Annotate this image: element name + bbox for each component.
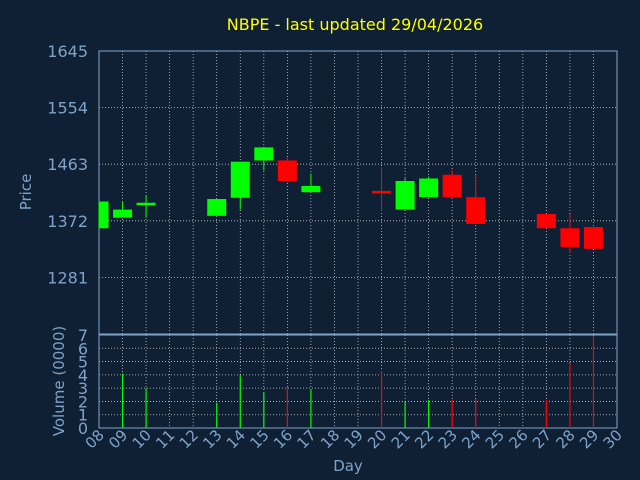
price-tick-label: 1372 xyxy=(47,212,88,231)
candle-body xyxy=(395,180,415,210)
candle-body xyxy=(583,227,603,249)
volume-tick-label: 1 xyxy=(78,406,88,425)
volume-tick-label: 5 xyxy=(78,353,88,372)
candle-body xyxy=(301,185,321,193)
candle-body xyxy=(466,197,486,224)
candle-body xyxy=(136,202,156,206)
price-tick-label: 1645 xyxy=(47,42,88,61)
candle-body xyxy=(254,147,274,161)
candle-body xyxy=(99,201,109,229)
volume-tick-label: 4 xyxy=(78,366,88,385)
volume-tick-label: 2 xyxy=(78,392,88,411)
candle-body xyxy=(419,178,439,198)
candle-body xyxy=(536,213,556,229)
price-tick-label: 1463 xyxy=(47,155,88,174)
candle-body xyxy=(230,161,250,198)
price-axis-label: Price xyxy=(17,174,35,211)
volume-tick-label: 3 xyxy=(78,379,88,398)
candle-body xyxy=(372,190,392,194)
price-tick-label: 1281 xyxy=(47,268,88,287)
volume-tick-label: 0 xyxy=(78,419,88,438)
volume-panel-frame xyxy=(98,334,618,429)
candle-body xyxy=(277,160,297,181)
volume-tick-label: 6 xyxy=(78,339,88,358)
chart-title: NBPE - last updated 29/04/2026 xyxy=(227,15,483,34)
candle-body xyxy=(560,228,580,247)
price-tick-label: 1554 xyxy=(47,99,88,118)
price-panel-frame xyxy=(98,50,618,335)
price-panel: 1645 1554 1463 1372 1281 xyxy=(47,42,618,335)
candle-body xyxy=(207,199,227,216)
candle-body xyxy=(442,174,462,198)
volume-tick-label: 7 xyxy=(78,326,88,345)
volume-axis-label: Volume (0000) xyxy=(50,326,68,436)
x-axis-label: Day xyxy=(333,457,363,475)
candle-body xyxy=(113,209,133,218)
